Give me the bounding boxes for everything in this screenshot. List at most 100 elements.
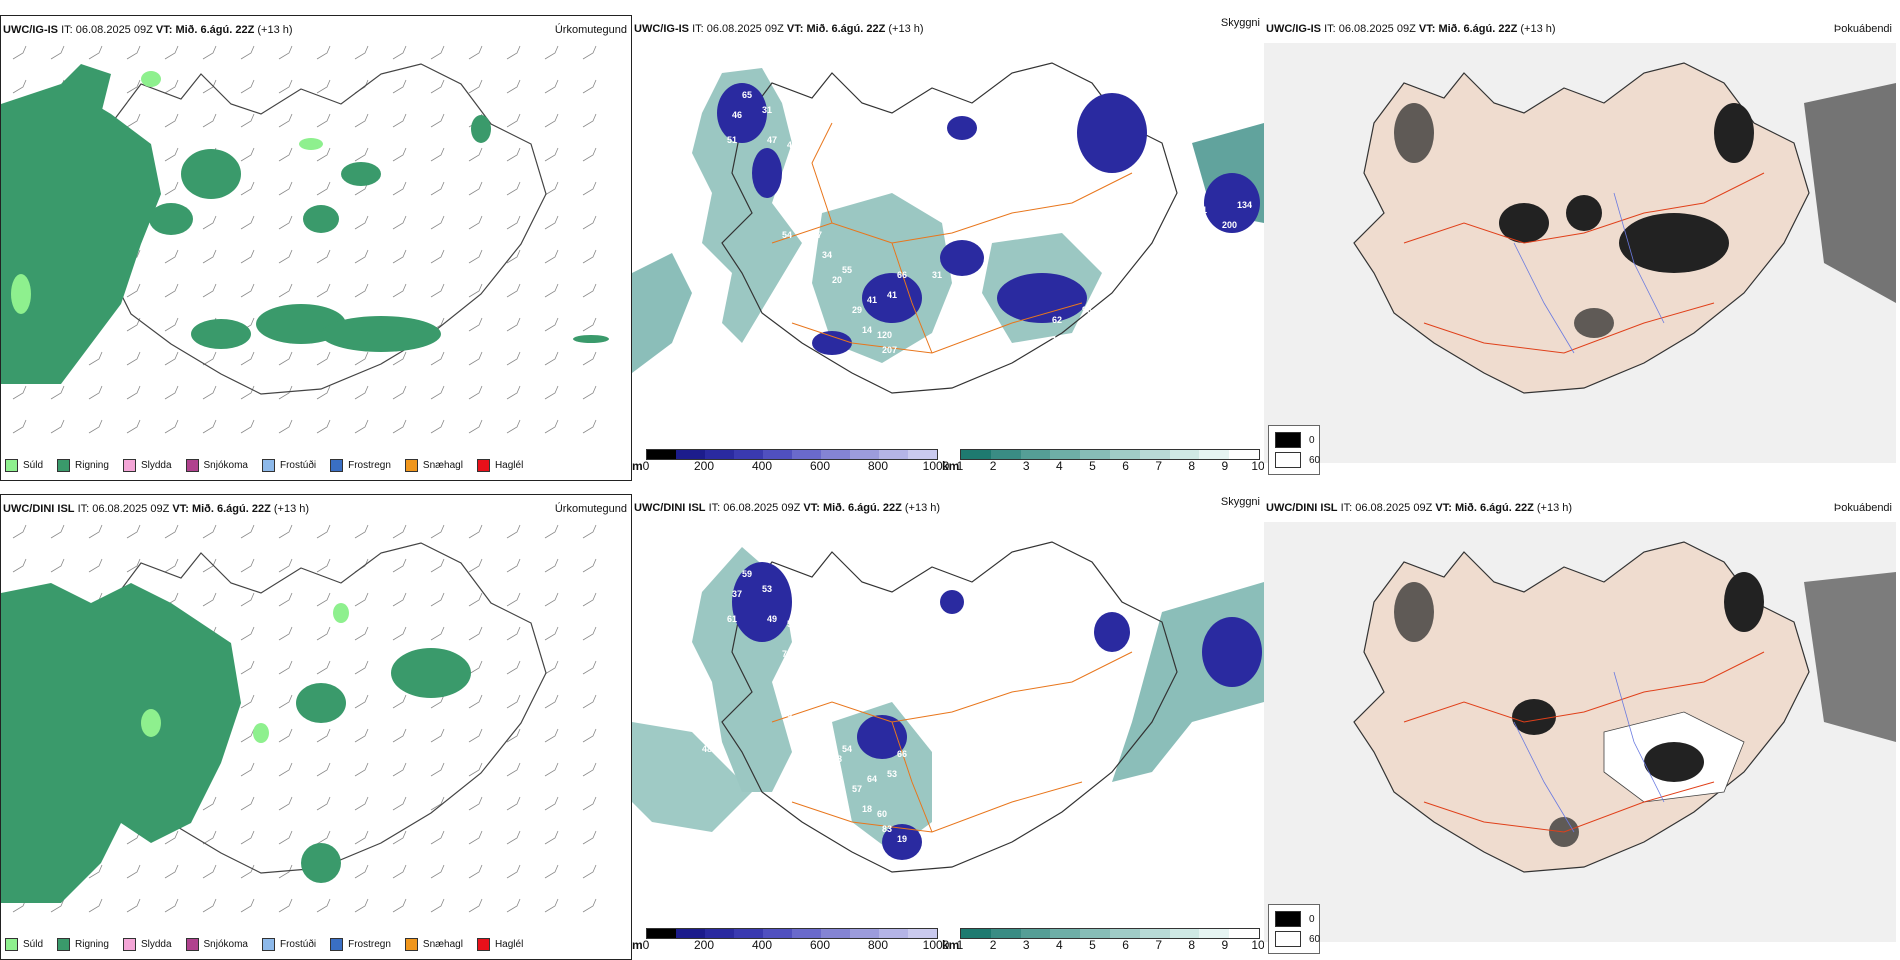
legend-swatch [57,937,71,951]
wind-barb [392,283,407,298]
wind-barb [354,558,369,573]
cloud-map [1264,522,1896,942]
elevation-label: 41 [887,290,897,300]
wind-barb [126,79,141,94]
wind-barb [430,181,445,196]
legend-label: Frostúði [279,938,317,950]
elevation-label: 14 [862,325,872,335]
wind-barb [392,728,407,743]
wind-barb [202,215,217,230]
wind-barb [164,113,179,128]
wind-barb [468,215,483,230]
wind-barb [278,524,293,539]
wind-barb [354,524,369,539]
wind-barb [202,385,217,400]
legend-item: Súld [5,458,43,472]
elevation-label: 31 [932,270,942,280]
wind-barb [164,181,179,196]
wind-barb [202,898,217,913]
wind-barb [468,762,483,777]
wind-barb [50,898,65,913]
wind-barb [88,351,103,366]
elevation-label: 62 [792,689,802,699]
colorbar-tick: 2 [989,938,997,952]
colorbar-tick: 200 [693,459,715,473]
wind-barb [240,419,255,434]
wind-barb [12,79,27,94]
wind-barb [240,249,255,264]
visibility-colorbar: km 1 2 3 4 5 6 7 8 9 10 [942,447,1264,473]
elevation-label: 80 [792,674,802,684]
elevation-label: 103 [1112,317,1127,327]
wind-barb [240,283,255,298]
legend-item: Haglél [476,937,523,951]
wind-barb [12,45,27,60]
wind-barb [316,45,331,60]
colorbar-tick: 800 [867,459,889,473]
wind-barb [354,385,369,400]
wind-barb [316,147,331,162]
wind-barb [126,45,141,60]
wind-barb [88,558,103,573]
wind-barb [354,419,369,434]
wind-barb [126,864,141,879]
wind-barb [278,283,293,298]
wind-barb [278,762,293,777]
elevation-label: 46 [732,110,742,120]
wind-barb [506,864,521,879]
wind-barb [506,317,521,332]
wind-barb [582,147,597,162]
wind-barb [202,419,217,434]
legend-swatch [122,937,136,951]
wind-barb [354,592,369,607]
elevation-label: 52 [912,407,922,417]
wind-barb [582,660,597,675]
wind-barb [88,419,103,434]
wind-barb [316,283,331,298]
precip-legend: Súld Rigning Slydda Snjókoma Frostúði Frostre… [5,456,523,474]
wind-barb [164,830,179,845]
legend-swatch [5,458,18,472]
wind-barb [582,728,597,743]
wind-barb [278,558,293,573]
elevation-label: 55 [842,265,852,275]
wind-barb [430,592,445,607]
elevation-label: 66 [897,270,907,280]
legend-label: Snæhagl [422,938,463,950]
wind-barb [506,79,521,94]
elevation-label: 93 [1082,305,1092,315]
panel-header: UWC/DINI ISL IT: 06.08.2025 09Z VT: Mið.… [634,502,941,514]
elevation-label: 67 [812,709,822,719]
wind-barb [582,694,597,709]
legend-item: Frostúði [261,458,316,472]
wind-barb [202,45,217,60]
elevation-label: 57 [787,619,797,629]
wind-barb [126,558,141,573]
wind-barb [392,215,407,230]
panel-title: Skyggni [1220,17,1260,29]
colorbar-tick: 7 [1155,459,1162,473]
legend-label: Haglél [494,459,524,471]
wind-barb [278,113,293,128]
legend-item: Snæhagl [404,458,463,472]
wind-barb [582,385,597,400]
wind-barb [240,215,255,230]
wind-barb [202,113,217,128]
wind-barb [316,524,331,539]
wind-barb [354,694,369,709]
elevation-label: 79 [782,170,792,180]
wind-barb [392,351,407,366]
elevation-label: 79 [782,649,792,659]
wind-barb [582,762,597,777]
elevation-label: 274 [1042,345,1057,355]
elevation-label: 66 [1027,365,1037,375]
elevation-label: 120 [877,330,892,340]
wind-barb [164,898,179,913]
wind-barb [544,113,559,128]
elevation-label: 30 [702,265,712,275]
elevation-label: 51 [727,135,737,145]
legend-label: Rigning [75,459,109,471]
elevation-label: 114 [1097,315,1112,325]
legend-swatch [261,937,275,951]
wind-barb [430,113,445,128]
